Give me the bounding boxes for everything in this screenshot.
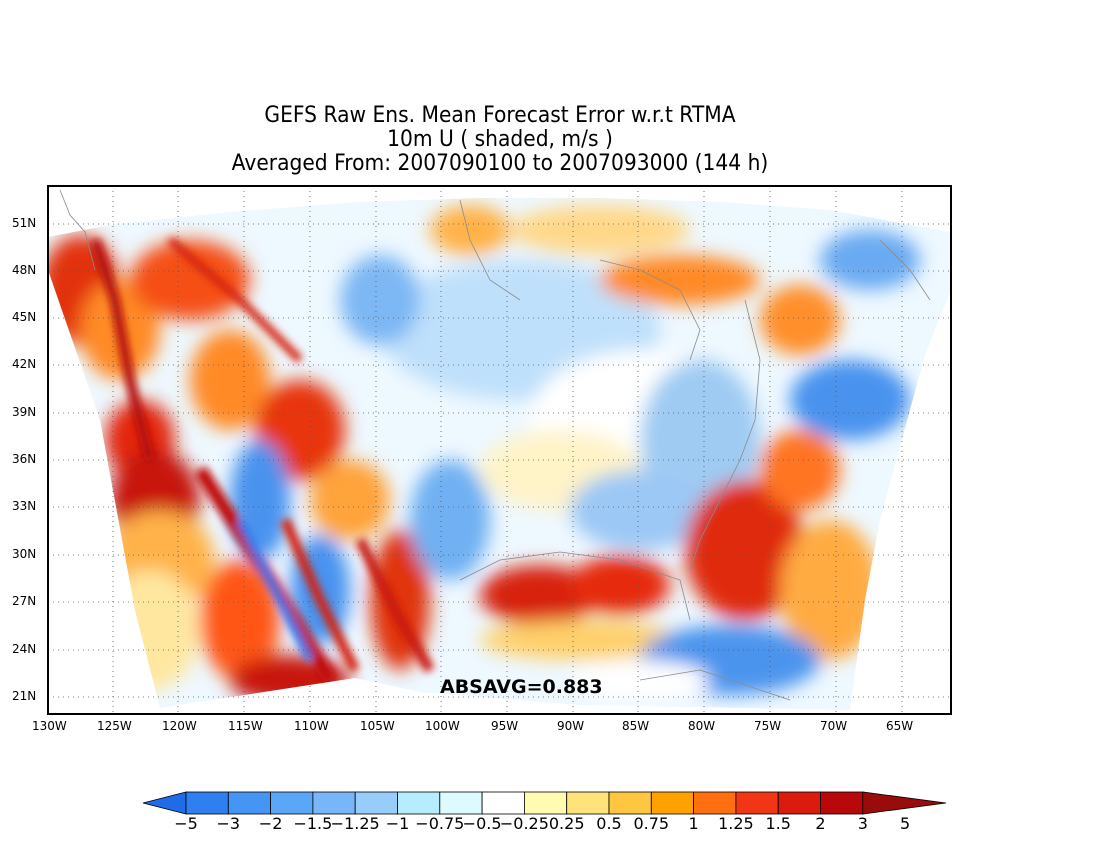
lon-label-110W: 110W [294, 719, 329, 733]
colorbar-label: −0.25 [499, 814, 549, 833]
colorbar-extend-high [862, 791, 947, 815]
colorbar-box [270, 791, 314, 815]
lon-label-100W: 100W [425, 719, 460, 733]
colorbar-box [650, 791, 694, 815]
colorbar-extend-low [142, 791, 187, 815]
colorbar-box [354, 791, 398, 815]
colorbar-box [312, 791, 356, 815]
colorbar-box [777, 791, 821, 815]
lat-label-30N: 30N [12, 547, 37, 561]
colorbar-label: −2 [258, 814, 283, 833]
colorbar-label: −3 [216, 814, 241, 833]
lon-label-90W: 90W [557, 719, 585, 733]
colorbar-label: −0.5 [462, 814, 502, 833]
lon-label-65W: 65W [886, 719, 914, 733]
lat-label-51N: 51N [12, 216, 37, 230]
colorbar-label: −0.75 [415, 814, 465, 833]
colorbar-box [481, 791, 525, 815]
colorbar-label: 1 [688, 814, 699, 833]
colorbar-label: −1.25 [330, 814, 380, 833]
colorbar-box [185, 791, 229, 815]
colorbar-label: 5 [900, 814, 911, 833]
lon-label-125W: 125W [97, 719, 132, 733]
colorbar-label: 0.5 [596, 814, 622, 833]
plot-frame [47, 185, 952, 715]
colorbar-label: −1 [385, 814, 410, 833]
colorbar-label: 3 [857, 814, 868, 833]
grid-lines [48, 186, 951, 714]
colorbar-box [524, 791, 568, 815]
colorbar-box [693, 791, 737, 815]
colorbar-label: 1.5 [765, 814, 791, 833]
lon-label-85W: 85W [622, 719, 650, 733]
lat-label-33N: 33N [12, 499, 37, 513]
colorbar-box [397, 791, 441, 815]
lat-label-48N: 48N [12, 263, 37, 277]
lon-label-75W: 75W [754, 719, 782, 733]
lat-label-27N: 27N [12, 594, 37, 608]
lon-label-115W: 115W [228, 719, 263, 733]
lat-label-21N: 21N [12, 689, 37, 703]
lon-label-120W: 120W [162, 719, 197, 733]
shaded-field [48, 198, 950, 710]
colorbar-label: 2 [815, 814, 826, 833]
absavg-annotation: ABSAVG=0.883 [440, 676, 603, 698]
colorbar-box [820, 791, 864, 815]
lon-label-105W: 105W [360, 719, 395, 733]
colorbar-box [735, 791, 779, 815]
colorbar-label: 0.25 [548, 814, 585, 833]
lat-label-24N: 24N [12, 642, 37, 656]
colorbar-label: 1.25 [718, 814, 754, 833]
map-title-line2: 10m U ( shaded, m/s ) [387, 127, 613, 152]
map-title-line3: Averaged From: 2007090100 to 2007093000 … [231, 151, 769, 176]
colorbar-label: −5 [174, 814, 198, 833]
lat-label-36N: 36N [12, 452, 37, 466]
colorbar-box [608, 791, 652, 815]
lon-label-130W: 130W [32, 719, 67, 733]
lon-label-95W: 95W [491, 719, 519, 733]
lat-label-39N: 39N [12, 405, 37, 419]
lon-label-80W: 80W [688, 719, 716, 733]
lat-label-42N: 42N [12, 357, 37, 371]
colorbar-box [227, 791, 272, 815]
colorbar-box [566, 791, 610, 815]
map-title-line1: GEFS Raw Ens. Mean Forecast Error w.r.t … [264, 103, 736, 128]
lat-label-45N: 45N [12, 310, 37, 324]
colorbar-label: 0.75 [633, 814, 670, 833]
colorbar-box [439, 791, 483, 815]
lon-label-70W: 70W [820, 719, 848, 733]
coastlines [59, 189, 931, 701]
colorbar-label: −1.5 [293, 814, 333, 833]
colorbar [142, 791, 947, 815]
